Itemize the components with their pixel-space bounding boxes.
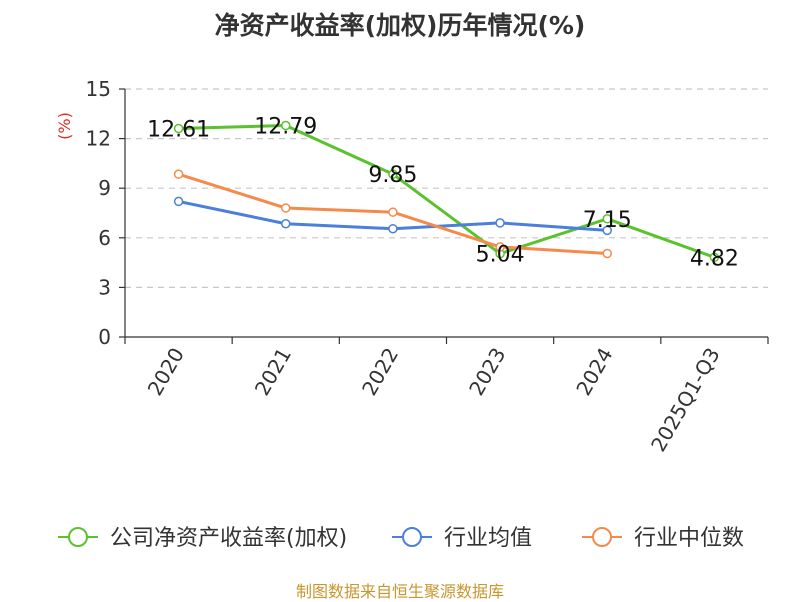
source-footer: 制图数据来自恒生聚源数据库 [295, 582, 504, 601]
y-tick-label: 9 [98, 176, 111, 200]
y-tick-label: 6 [98, 226, 111, 250]
legend: 公司净资产收益率(加权) 行业均值 行业中位数 [58, 526, 744, 551]
legend-marker-0 [68, 527, 88, 547]
legend-marker-2 [592, 527, 612, 547]
legend-label-1: 行业均值 [444, 526, 532, 551]
chart-title: 净资产收益率(加权)历年情况(%) [214, 11, 586, 40]
data-point-0 [602, 214, 612, 224]
x-tick-label: 2024 [571, 344, 617, 400]
data-point-1 [173, 196, 184, 207]
y-tick-label: 0 [98, 325, 111, 349]
data-point-0 [173, 123, 184, 134]
x-tick-label: 2021 [250, 344, 296, 400]
y-axis-label: (%) [55, 112, 74, 140]
data-point-2 [173, 169, 184, 179]
data-point-0 [709, 252, 720, 263]
x-tick-label: 2023 [464, 344, 510, 400]
series-points [173, 120, 720, 263]
data-label: 7.15 [583, 208, 632, 233]
x-tick-label: 2025Q1-Q3 [646, 344, 725, 456]
data-point-1 [388, 223, 398, 234]
x-tick-label: 2022 [357, 344, 403, 400]
data-label: 12.61 [147, 118, 210, 143]
x-tick-label: 2020 [143, 344, 189, 400]
legend-label-2: 行业中位数 [634, 526, 744, 551]
gridlines [125, 88, 768, 288]
data-point-2 [495, 242, 505, 252]
data-point-1 [495, 218, 505, 228]
data-point-2 [602, 248, 612, 259]
data-label: 5.04 [476, 243, 525, 268]
data-point-1 [602, 225, 612, 236]
data-label: 12.79 [254, 115, 317, 140]
data-point-0 [281, 120, 291, 131]
data-label: 9.85 [368, 163, 417, 188]
series-line-0 [178, 124, 715, 259]
legend-label-0: 公司净资产收益率(加权) [110, 526, 347, 551]
y-tick-label: 15 [86, 77, 111, 101]
y-tick-label: 12 [86, 127, 111, 151]
data-point-0 [388, 169, 398, 179]
data-label: 4.82 [690, 246, 739, 271]
data-labels: 12.61 12.79 9.85 5.04 7.15 4.82 [147, 115, 739, 272]
y-tick-label: 3 [98, 275, 111, 299]
data-point-1 [281, 218, 291, 229]
legend-marker-1 [402, 527, 422, 547]
data-point-2 [388, 207, 398, 217]
data-point-2 [281, 203, 291, 213]
